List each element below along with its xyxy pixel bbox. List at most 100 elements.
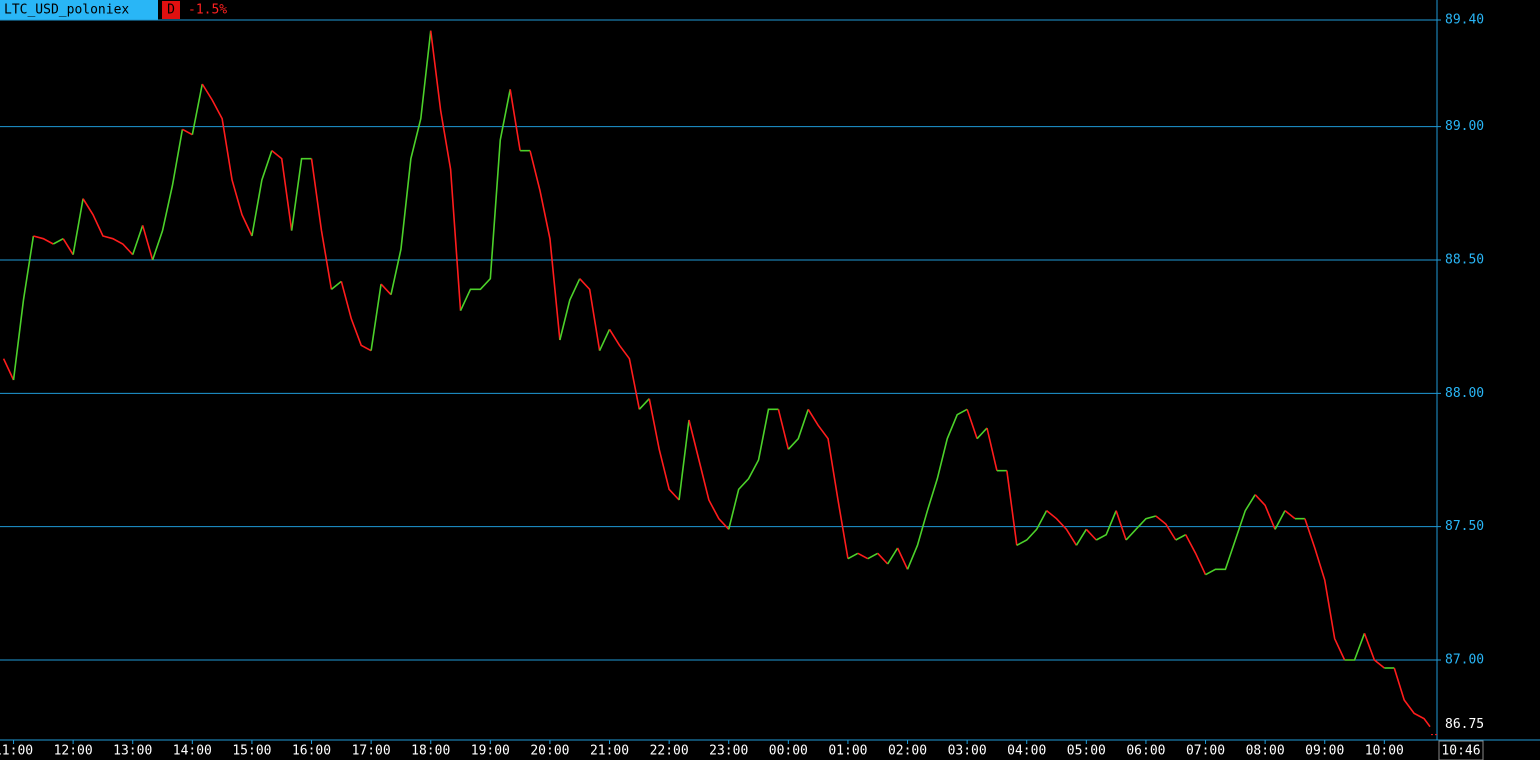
- price-line: [598, 328, 611, 352]
- price-line: [390, 30, 432, 295]
- x-tick-label: 18:00: [411, 744, 450, 759]
- price-line: [191, 83, 204, 135]
- price-line: [33, 235, 54, 245]
- price-line: [82, 198, 134, 256]
- x-tick-label: 02:00: [888, 744, 927, 759]
- price-line: [896, 547, 909, 570]
- interval: D: [167, 3, 175, 18]
- x-tick-label: 19:00: [471, 744, 510, 759]
- x-tick-label: 11:00: [0, 744, 33, 759]
- price-line: [986, 427, 998, 471]
- x-tick-label: 04:00: [1007, 744, 1046, 759]
- price-line: [182, 128, 193, 136]
- change: -1.5%: [188, 3, 227, 18]
- price-line: [370, 283, 382, 351]
- x-tick-label: 00:00: [769, 744, 808, 759]
- x-tick-label: 07:00: [1186, 744, 1225, 759]
- price-line: [559, 278, 581, 341]
- price-line: [151, 129, 184, 261]
- price-line: [529, 150, 561, 341]
- price-line: [976, 427, 988, 440]
- y-tick-label: 88.00: [1445, 386, 1484, 401]
- x-tick-label: 16:00: [292, 744, 331, 759]
- price-line: [1344, 633, 1366, 661]
- price-line: [1274, 510, 1286, 530]
- price-line: [459, 89, 511, 312]
- price-line: [608, 328, 641, 410]
- price-line: [857, 552, 869, 560]
- price-line: [787, 409, 809, 450]
- price-line: [251, 150, 273, 237]
- price-line: [1304, 518, 1346, 661]
- price-line: [2, 358, 15, 381]
- last-price-label: 86.75: [1445, 717, 1484, 732]
- price-line: [52, 237, 64, 245]
- price-line: [1175, 533, 1187, 541]
- price-line: [847, 552, 859, 560]
- x-tick-label: 17:00: [352, 744, 391, 759]
- y-tick-label: 87.50: [1445, 519, 1484, 534]
- price-line: [867, 552, 879, 560]
- price-line: [1006, 470, 1018, 546]
- price-line: [509, 89, 521, 151]
- price-line: [886, 547, 899, 565]
- x-tick-label: 14:00: [173, 744, 212, 759]
- price-line: [678, 419, 690, 501]
- x-tick-label: 01:00: [828, 744, 867, 759]
- price-line: [131, 225, 144, 255]
- price-line: [62, 238, 74, 256]
- price-line: [1393, 667, 1431, 728]
- price-line: [429, 30, 462, 311]
- price-line: [1115, 510, 1127, 541]
- price-line: [310, 158, 333, 290]
- price-line: [1095, 510, 1117, 541]
- price-line: [1284, 510, 1296, 520]
- x-tick-label: 03:00: [948, 744, 987, 759]
- x-tick-label: 20:00: [530, 744, 569, 759]
- price-line: [1363, 633, 1385, 669]
- x-tick-label: 12:00: [54, 744, 93, 759]
- y-tick-label: 87.00: [1445, 653, 1484, 668]
- y-tick-label: 89.00: [1445, 119, 1484, 134]
- symbol-box: [0, 0, 158, 20]
- current-time-label: 10:46: [1441, 744, 1480, 759]
- price-line: [1254, 494, 1276, 530]
- interval-box: [162, 1, 180, 19]
- x-tick-label: 22:00: [650, 744, 689, 759]
- price-line: [12, 235, 35, 381]
- x-tick-label: 05:00: [1067, 744, 1106, 759]
- price-line: [290, 157, 312, 231]
- symbol: LTC_USD_poloniex: [4, 3, 129, 18]
- x-tick-label: 21:00: [590, 744, 629, 759]
- x-tick-label: 08:00: [1246, 744, 1285, 759]
- x-tick-label: 09:00: [1305, 744, 1344, 759]
- price-line: [141, 225, 154, 261]
- price-line: [727, 408, 779, 530]
- price-line: [340, 281, 372, 352]
- price-line: [1155, 515, 1177, 541]
- price-line: [807, 408, 849, 559]
- price-line: [380, 283, 392, 296]
- price-line: [1016, 510, 1048, 547]
- current-time-box: [1438, 740, 1484, 760]
- x-tick-label: 15:00: [232, 744, 271, 759]
- price-line: [201, 83, 253, 237]
- x-tick-label: 06:00: [1126, 744, 1165, 759]
- x-tick-label: 10:00: [1365, 744, 1404, 759]
- y-tick-label: 89.40: [1445, 13, 1484, 28]
- price-line: [648, 398, 680, 501]
- price-line: [966, 409, 978, 439]
- price-line: [1046, 510, 1078, 546]
- price-line: [1075, 528, 1088, 546]
- price-line: [1085, 528, 1097, 541]
- price-line: [330, 280, 342, 290]
- x-tick-label: 13:00: [113, 744, 152, 759]
- price-line: [271, 150, 293, 231]
- price-line: [688, 419, 730, 530]
- price-line: [638, 398, 650, 410]
- price-line: [579, 278, 601, 351]
- price-line: [72, 198, 84, 255]
